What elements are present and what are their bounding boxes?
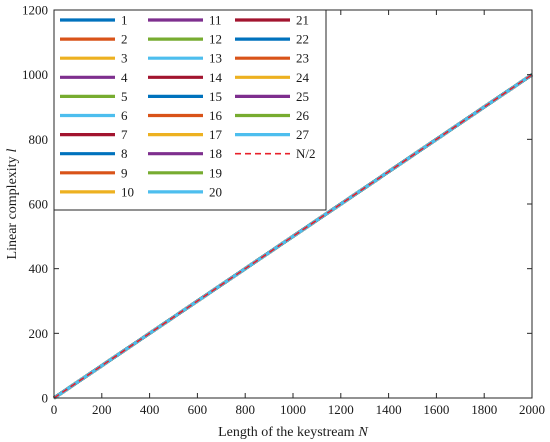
y-tick-label: 800 [29,132,49,147]
legend-item-9: 9 [60,165,128,180]
y-axis-label: Linear complexity l [5,148,20,259]
x-tick-label: 0 [51,402,58,417]
legend-item-8: 8 [60,146,128,161]
legend-label: 4 [121,70,128,85]
y-tick-label: 400 [29,261,49,276]
legend-item-1: 1 [60,13,128,28]
x-tick-label: 2000 [519,402,545,417]
legend-label: 2 [121,32,128,47]
legend-label: 13 [209,51,222,66]
x-tick-label: 200 [92,402,112,417]
legend-item-4: 4 [60,70,128,85]
x-tick-label: 1800 [471,402,497,417]
x-axis-label-symbol: N [358,425,369,440]
legend-label: 18 [209,146,222,161]
legend-label: 25 [296,89,309,104]
legend-item-n-2: N/2 [235,146,316,161]
x-tick-label: 1400 [376,402,402,417]
x-tick-label: 400 [140,402,160,417]
legend-item-19: 19 [148,165,222,180]
legend-item-20: 20 [148,184,222,199]
y-axis-label-text: Linear complexity [5,156,20,259]
x-tick-label: 1600 [423,402,449,417]
legend-label: 23 [296,51,309,66]
legend-item-3: 3 [60,51,128,66]
y-axis-label-symbol: l [5,148,20,152]
y-tick-label: 1200 [22,3,48,18]
legend-label: 12 [209,32,222,47]
x-axis-label-text: Length of the keystream [218,425,355,440]
legend-item-2: 2 [60,32,128,47]
y-tick-label: 1000 [22,67,48,82]
x-tick-label: 600 [188,402,208,417]
y-tick-label: 0 [42,391,49,406]
legend-item-13: 13 [148,51,222,66]
legend-label: 21 [296,13,309,28]
y-tick-label: 200 [29,326,49,341]
legend-item-18: 18 [148,146,222,161]
x-tick-label: 800 [235,402,255,417]
legend-label: 27 [296,127,310,142]
legend-label: 3 [121,51,128,66]
legend-item-24: 24 [235,70,310,85]
series-layer [53,73,533,400]
legend-item-15: 15 [148,89,222,104]
legend-item-21: 21 [235,13,309,28]
legend-label: 11 [209,13,222,28]
legend-label: 7 [121,127,128,142]
legend-label: 26 [296,108,310,123]
legend-label: 5 [121,89,128,104]
legend-label: 9 [121,165,128,180]
legend-item-16: 16 [148,108,223,123]
legend-label: 17 [209,127,223,142]
legend-box [53,9,327,211]
legend-item-10: 10 [60,184,134,199]
series-line-n-2 [53,74,533,399]
legend-label: 16 [209,108,223,123]
legend: 1234567891011121314151617181920212223242… [53,9,327,211]
x-axis-label: Length of the keystream N [218,425,368,440]
legend-label: 6 [121,108,128,123]
legend-label: 24 [296,70,310,85]
x-tick-label: 1000 [280,402,306,417]
legend-item-5: 5 [60,89,128,104]
legend-item-17: 17 [148,127,223,142]
legend-item-27: 27 [235,127,310,142]
legend-item-6: 6 [60,108,128,123]
legend-label: N/2 [296,146,316,161]
y-tick-label: 600 [29,197,49,212]
tick-layer: 0 200 400 600 800 1000 1200 1400 1600 1800 2000020… [22,3,545,418]
legend-item-7: 7 [60,127,128,142]
legend-label: 10 [121,184,134,199]
legend-item-26: 26 [235,108,310,123]
x-tick-label: 1200 [328,402,354,417]
legend-item-25: 25 [235,89,309,104]
legend-item-14: 14 [148,70,223,85]
legend-item-12: 12 [148,32,222,47]
legend-label: 22 [296,32,309,47]
legend-label: 8 [121,146,128,161]
legend-item-11: 11 [148,13,222,28]
legend-item-23: 23 [235,51,309,66]
legend-label: 15 [209,89,222,104]
legend-item-22: 22 [235,32,309,47]
legend-label: 14 [209,70,223,85]
legend-label: 20 [209,184,222,199]
legend-label: 19 [209,165,222,180]
legend-label: 1 [121,13,128,28]
